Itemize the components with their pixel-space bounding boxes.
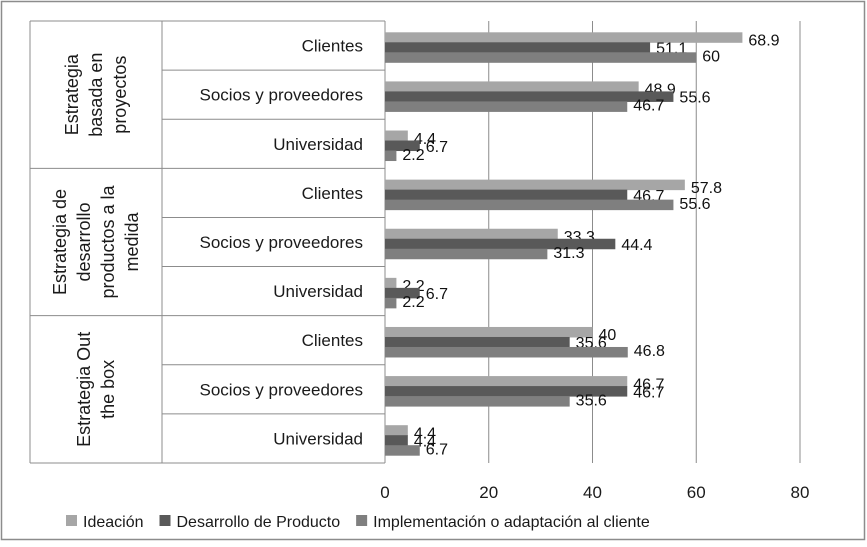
category-label-4: Socios y proveedores (200, 233, 363, 252)
bar-s0-c3 (385, 179, 685, 191)
bar-s2-c5 (385, 297, 397, 309)
category-label-6: Clientes (302, 331, 363, 350)
group-label-line: medida (122, 211, 142, 271)
bar-s2-c7 (385, 396, 570, 407)
group-label-line: desarrollo (74, 202, 94, 281)
data-label-s0-c3: 57.8 (691, 180, 722, 197)
group-label-line: Estrategia de (50, 189, 70, 295)
category-label-2: Universidad (273, 135, 363, 154)
data-label-s1-c5: 6.7 (426, 286, 448, 303)
x-tick-label-0: 0 (380, 483, 389, 502)
bar-s2-c3 (385, 199, 674, 211)
data-label-s0-c6: 40 (599, 327, 617, 344)
data-label-s1-c2: 6.7 (426, 139, 448, 156)
data-label-s2-c2: 2.2 (402, 147, 424, 164)
data-label-s2-c7: 35.6 (576, 392, 607, 409)
x-tick-label-3: 60 (687, 483, 706, 502)
bar-s0-c6 (385, 326, 593, 338)
x-tick-label-4: 80 (791, 483, 810, 502)
bar-s1-c4 (385, 238, 616, 250)
legend-swatch-0 (66, 515, 77, 526)
group-label-1: Estrategia de desarrollo productos a la med… (50, 184, 142, 298)
bar-s0-c7 (385, 376, 628, 387)
group-label-line: productos a la (98, 184, 118, 298)
category-label-3: Clientes (302, 184, 363, 203)
group-label-line: proyectos (110, 56, 130, 134)
data-label-s2-c6: 46.8 (634, 343, 665, 360)
category-label-7: Socios y proveedores (200, 380, 363, 399)
group-label-line: basada en (86, 53, 106, 137)
data-label-s2-c1: 46.7 (633, 98, 664, 115)
data-label-s1-c7: 46.7 (633, 384, 664, 401)
bar-s0-c5 (385, 277, 397, 289)
bar-s0-c8 (385, 425, 408, 436)
data-label-s1-c1: 55.6 (679, 90, 710, 107)
bar-s2-c6 (385, 346, 628, 358)
bar-s2-c2 (385, 150, 397, 162)
data-label-s0-c8: 4.4 (414, 425, 436, 442)
data-label-s0-c0: 68.9 (748, 33, 779, 50)
legend-label-0: Ideación (83, 514, 144, 531)
data-label-s2-c0: 60 (702, 49, 720, 66)
bar-s0-c4 (385, 228, 558, 240)
legend-swatch-2 (356, 515, 368, 526)
bar-s2-c1 (385, 101, 628, 112)
bar-s1-c7 (385, 386, 628, 397)
group-label-line: Estrategia Out (74, 332, 94, 447)
bar-s2-c4 (385, 248, 548, 260)
data-label-s2-c4: 31.3 (553, 245, 584, 262)
data-label-s1-c4: 44.4 (621, 237, 652, 254)
bar-s0-c2 (385, 130, 408, 142)
legend-label-2: Implementación o adaptación al cliente (373, 514, 650, 531)
data-label-s2-c5: 2.2 (402, 294, 424, 311)
bar-s0-c0 (385, 32, 743, 43)
bar-s2-c8 (385, 445, 420, 456)
bar-s1-c0 (385, 42, 651, 53)
data-label-s2-c8: 6.7 (426, 441, 448, 458)
bar-s1-c1 (385, 91, 674, 102)
legend-label-1: Desarrollo de Producto (177, 514, 341, 531)
group-label-0: Estrategia basada en proyectos (62, 53, 130, 137)
legend-swatch-1 (159, 515, 171, 526)
bar-s1-c3 (385, 189, 628, 201)
group-label-2: Estrategia Out the box (74, 332, 118, 447)
bar-s2-c0 (385, 52, 697, 63)
group-label-line: the box (98, 360, 118, 419)
bar-s1-c2 (385, 140, 420, 152)
category-label-1: Socios y proveedores (200, 86, 363, 105)
category-label-8: Universidad (273, 429, 363, 448)
bar-s1-c5 (385, 287, 420, 299)
bar-s1-c8 (385, 435, 408, 446)
data-label-s2-c3: 55.6 (679, 196, 710, 213)
bar-s1-c6 (385, 336, 570, 348)
category-label-0: Clientes (302, 37, 363, 56)
group-label-line: Estrategia (62, 53, 82, 135)
x-tick-label-2: 40 (583, 483, 602, 502)
data-label-s0-c7: 46.7 (633, 376, 664, 393)
x-tick-label-1: 20 (479, 483, 498, 502)
category-label-5: Universidad (273, 282, 363, 301)
bar-s0-c1 (385, 81, 639, 92)
